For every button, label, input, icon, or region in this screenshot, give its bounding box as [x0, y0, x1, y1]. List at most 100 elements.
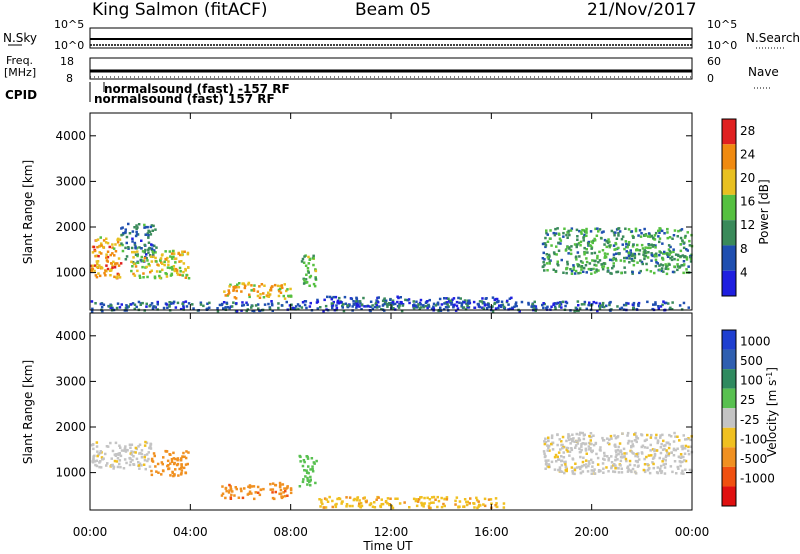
- scatter-cell: [683, 452, 687, 455]
- scatter-cell: [611, 266, 614, 270]
- scatter-cell: [662, 270, 665, 273]
- scatter-cell: [595, 234, 599, 237]
- scatter-cell: [185, 305, 189, 308]
- scatter-cell: [96, 450, 99, 453]
- scatter-cell: [90, 310, 94, 313]
- scatter-cell: [602, 305, 606, 309]
- scatter-cell: [123, 447, 127, 450]
- scatter-cell: [654, 303, 657, 306]
- scatter-cell: [259, 293, 262, 296]
- scatter-cell: [235, 487, 238, 491]
- scatter-cell: [683, 447, 687, 450]
- scatter-cell: [290, 303, 293, 307]
- scatter-cell: [623, 260, 626, 263]
- scatter-cell: [147, 451, 150, 454]
- scatter-cell: [130, 450, 133, 453]
- colorbar-segment: [722, 144, 736, 170]
- scatter-cell: [90, 300, 94, 303]
- scatter-cell: [258, 493, 262, 497]
- scatter-cell: [618, 442, 622, 445]
- scatter-cell: [418, 301, 422, 305]
- scatter-cell: [676, 265, 680, 268]
- scatter-cell: [568, 450, 572, 453]
- scatter-cell: [127, 247, 130, 250]
- scatter-cell: [637, 464, 640, 467]
- scatter-cell: [419, 496, 422, 499]
- scatter-cell: [115, 453, 118, 456]
- scatter-cell: [227, 292, 230, 296]
- scatter-cell: [671, 470, 674, 474]
- scatter-cell: [557, 458, 561, 461]
- x-tick-label: 20:00: [574, 525, 609, 539]
- scatter-cell: [134, 234, 138, 238]
- scatter-cell: [616, 435, 620, 438]
- scatter-cell: [543, 269, 546, 272]
- scatter-cell: [96, 238, 100, 241]
- scatter-cell: [555, 460, 558, 463]
- scatter-cell: [644, 246, 647, 249]
- scatter-cell: [131, 261, 135, 264]
- scatter-cell: [358, 499, 361, 502]
- scatter-cell: [619, 464, 622, 467]
- scatter-cell: [667, 302, 670, 305]
- colorbar-tick: -100: [740, 432, 767, 446]
- scatter-cell: [579, 244, 582, 247]
- scatter-cell: [659, 434, 662, 437]
- scatter-cell: [118, 459, 122, 462]
- scatter-cell: [174, 457, 177, 461]
- scatter-cell: [511, 307, 514, 311]
- scatter-cell: [124, 258, 128, 261]
- scatter-cell: [444, 305, 448, 309]
- scatter-cell: [308, 480, 311, 484]
- scatter-cell: [97, 272, 100, 275]
- scatter-cell: [391, 299, 395, 302]
- scatter-cell: [591, 259, 594, 262]
- scatter-cell: [643, 439, 647, 442]
- scatter-cell: [467, 306, 471, 309]
- scatter-cell: [554, 453, 558, 457]
- scatter-cell: [450, 303, 453, 306]
- scatter-cell: [116, 262, 119, 265]
- scatter-cell: [679, 229, 682, 232]
- scatter-cell: [111, 252, 114, 255]
- scatter-cell: [419, 298, 423, 302]
- scatter-cell: [390, 504, 394, 508]
- scatter-cell: [660, 269, 663, 273]
- scatter-cell: [562, 456, 566, 459]
- scatter-cell: [228, 489, 231, 492]
- scatter-cell: [256, 290, 260, 293]
- scatter-cell: [680, 445, 683, 448]
- scatter-cell: [373, 506, 377, 509]
- scatter-cell: [230, 305, 234, 308]
- scatter-cell: [271, 482, 275, 485]
- scatter-cell: [112, 247, 116, 250]
- scatter-cell: [96, 245, 99, 249]
- scatter-cell: [134, 246, 137, 250]
- scatter-cell: [164, 449, 167, 453]
- scatter-cell: [608, 301, 611, 305]
- scatter-cell: [678, 304, 682, 307]
- scatter-cell: [338, 296, 341, 300]
- scatter-cell: [557, 468, 560, 472]
- scatter-cell: [416, 500, 420, 503]
- scatter-cell: [403, 501, 406, 504]
- y-tick-label: 4000: [55, 129, 86, 143]
- scatter-cell: [376, 296, 379, 300]
- scatter-cell: [627, 252, 631, 255]
- scatter-cell: [591, 461, 594, 464]
- scatter-cell: [590, 469, 593, 472]
- scatter-cell: [589, 432, 593, 435]
- scatter-cell: [479, 504, 482, 507]
- scatter-cell: [577, 309, 580, 312]
- scatter-cell: [118, 238, 122, 241]
- scatter-cell: [280, 304, 284, 307]
- scatter-cell: [548, 237, 552, 240]
- scatter-cell: [548, 255, 551, 258]
- scatter-cell: [323, 298, 326, 302]
- y-tick-label: 1000: [55, 466, 86, 480]
- scatter-cell: [495, 502, 498, 505]
- scatter-cell: [381, 299, 385, 303]
- scatter-cell: [494, 497, 498, 500]
- colorbar-segment: [722, 427, 736, 448]
- scatter-cell: [171, 249, 175, 253]
